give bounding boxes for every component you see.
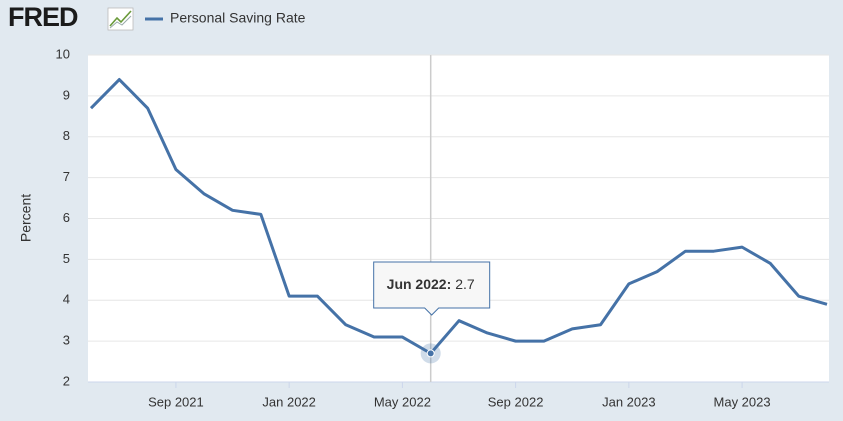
y-tick-label: 5 xyxy=(63,251,70,266)
y-tick-label: 7 xyxy=(63,169,70,184)
x-tick-label: May 2023 xyxy=(714,394,771,409)
logo: FRED xyxy=(8,2,78,32)
x-tick-label: Jan 2022 xyxy=(262,394,316,409)
tooltip-text: Jun 2022: 2.7 xyxy=(387,276,475,292)
y-tick-label: 10 xyxy=(56,46,70,61)
tooltip-label: Jun 2022: xyxy=(387,276,452,292)
series-line xyxy=(89,78,828,355)
tooltip-box xyxy=(373,261,491,316)
y-tick-label: 2 xyxy=(63,373,70,388)
x-tick-label: Sep 2021 xyxy=(148,394,204,409)
x-tick-label: Jan 2023 xyxy=(602,394,656,409)
hover-point xyxy=(426,349,435,358)
y-tick-label: 8 xyxy=(63,128,70,143)
logo-icon xyxy=(107,7,134,31)
y-tick-label: 3 xyxy=(63,333,70,348)
y-tick-label: 6 xyxy=(63,210,70,225)
tooltip-value: 2.7 xyxy=(455,276,475,292)
legend-label: Personal Saving Rate xyxy=(170,10,306,26)
y-tick-label: 9 xyxy=(63,87,70,102)
y-tick-label: 4 xyxy=(63,292,70,307)
x-tick-label: May 2022 xyxy=(374,394,431,409)
x-tick-label: Sep 2022 xyxy=(488,394,544,409)
y-axis-label: Percent xyxy=(18,194,34,242)
